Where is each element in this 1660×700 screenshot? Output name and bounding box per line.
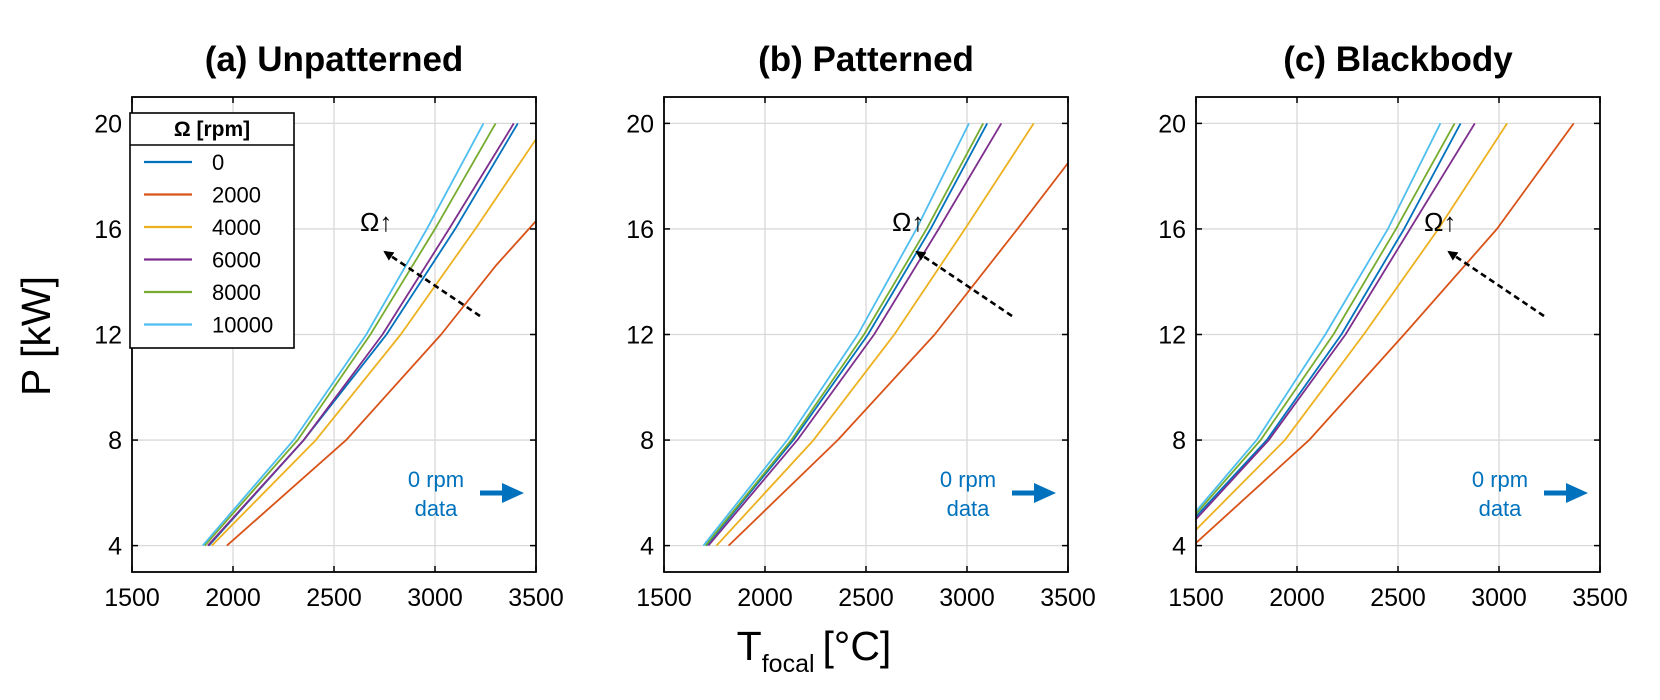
series-line-6000 xyxy=(207,122,515,547)
x-tick-label: 1500 xyxy=(104,584,160,612)
y-tick-label: 4 xyxy=(108,533,122,561)
panel-unpatterned: (a) Unpatterned 1500 2000 2500 3000 3500 4 8 12 1… xyxy=(94,40,564,612)
y-tick-label: 20 xyxy=(1158,110,1186,138)
series-line-6000 xyxy=(1196,122,1476,520)
x-tick-label: 3500 xyxy=(1040,584,1096,612)
y-tick-label: 8 xyxy=(1172,427,1186,455)
series-line-10000 xyxy=(1196,122,1442,512)
series-line-4000 xyxy=(1196,122,1508,531)
series-line-0 xyxy=(705,122,988,547)
legend: Ω [rpm] 0 2000 4000 6000 8000 10000 xyxy=(129,112,295,349)
panel-title: (b) Patterned xyxy=(758,40,974,79)
data-note-arrow-head xyxy=(1566,483,1588,503)
panel-patterned: (b) Patterned 1500 2000 2500 3000 3500 4 8 12 16 2… xyxy=(626,40,1096,612)
panel-blackbody: (c) Blackbody 1500 2000 2500 3000 3500 4 8 12 16 2… xyxy=(1158,40,1628,612)
series-line-8000 xyxy=(704,122,984,547)
omega-arrow xyxy=(383,250,481,318)
series-line-10000 xyxy=(702,122,970,547)
x-tick-label: 2000 xyxy=(737,584,793,612)
y-tick-label: 8 xyxy=(108,427,122,455)
y-tick-label: 16 xyxy=(626,216,654,244)
x-tick-label: 3500 xyxy=(508,584,564,612)
y-tick-label: 4 xyxy=(640,533,654,561)
y-tick-label: 4 xyxy=(1172,533,1186,561)
legend-entry-8000: 8000 xyxy=(212,280,261,305)
x-tick-label: 2500 xyxy=(1370,584,1426,612)
series-line-8000 xyxy=(1196,122,1456,515)
legend-box xyxy=(129,112,295,349)
x-axis-label-subscript: focal xyxy=(762,650,815,678)
x-tick-label: 2500 xyxy=(306,584,362,612)
x-axis-label-main: T xyxy=(737,623,762,669)
series-group xyxy=(1196,122,1575,544)
legend-entry-4000: 4000 xyxy=(212,215,261,240)
x-tick-label: 3000 xyxy=(939,584,995,612)
legend-entry-2000: 2000 xyxy=(212,183,261,208)
x-tick-label: 1500 xyxy=(636,584,692,612)
y-tick-label: 16 xyxy=(94,216,122,244)
omega-annotation: Ω↑ xyxy=(892,207,924,237)
x-tick-label: 3000 xyxy=(1471,584,1527,612)
series-group xyxy=(202,122,536,547)
y-tick-label: 20 xyxy=(94,110,122,138)
y-tick-label: 20 xyxy=(626,110,654,138)
panel-title: (a) Unpatterned xyxy=(205,40,464,79)
y-tick-label: 8 xyxy=(640,427,654,455)
omega-arrow xyxy=(915,250,1013,318)
data-note-line1: 0 rpm xyxy=(940,467,996,492)
series-line-8000 xyxy=(204,122,497,547)
legend-entry-10000: 10000 xyxy=(212,313,273,338)
x-tick-label: 2000 xyxy=(1269,584,1325,612)
x-tick-label: 1500 xyxy=(1168,584,1224,612)
omega-arrow xyxy=(1447,250,1545,318)
x-tick-label: 3000 xyxy=(407,584,463,612)
series-line-10000 xyxy=(202,122,485,547)
series-line-2000 xyxy=(727,162,1068,547)
series-line-0 xyxy=(1196,122,1462,518)
series-line-2000 xyxy=(1196,122,1575,544)
omega-annotation: Ω↑ xyxy=(360,207,392,237)
x-axis-label-unit: [°C] xyxy=(823,623,892,669)
x-axis-label: Tfocal [°C] xyxy=(737,623,892,678)
y-axis-label: P [kW] xyxy=(13,276,59,396)
omega-annotation: Ω↑ xyxy=(1424,207,1456,237)
data-note-line2: data xyxy=(1479,496,1523,521)
legend-entry-6000: 6000 xyxy=(212,248,261,273)
y-tick-label: 12 xyxy=(94,322,122,350)
data-note-line1: 0 rpm xyxy=(1472,467,1528,492)
y-tick-label: 12 xyxy=(1158,322,1186,350)
x-tick-label: 2000 xyxy=(205,584,261,612)
series-line-2000 xyxy=(226,220,536,547)
data-note-arrow-head xyxy=(1034,483,1056,503)
data-note-line2: data xyxy=(947,496,991,521)
data-note-arrow-head xyxy=(502,483,524,503)
series-group xyxy=(702,122,1068,547)
x-tick-label: 2500 xyxy=(838,584,894,612)
x-tick-label: 3500 xyxy=(1572,584,1628,612)
y-tick-label: 16 xyxy=(1158,216,1186,244)
legend-entry-0: 0 xyxy=(212,150,224,175)
panel-title: (c) Blackbody xyxy=(1283,40,1513,79)
series-line-4000 xyxy=(211,138,536,547)
series-line-6000 xyxy=(707,122,1003,547)
data-note-line1: 0 rpm xyxy=(408,467,464,492)
data-note-line2: data xyxy=(415,496,459,521)
series-line-4000 xyxy=(715,122,1035,547)
legend-title: Ω [rpm] xyxy=(174,118,250,141)
y-tick-label: 12 xyxy=(626,322,654,350)
